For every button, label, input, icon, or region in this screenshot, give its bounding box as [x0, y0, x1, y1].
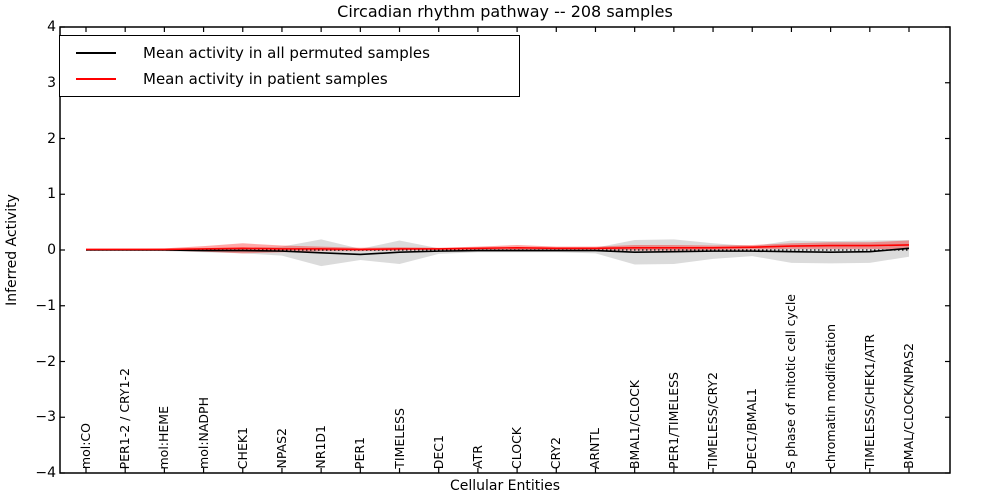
y-tick-label: 0 [47, 242, 56, 258]
y-tick-label: −4 [35, 465, 56, 481]
permuted-mean-line [86, 247, 910, 256]
x-tick-label: NR1D1 [313, 425, 329, 469]
x-tick-label: S phase of mitotic cell cycle [783, 294, 799, 469]
x-tick-label: DEC1/BMAL1 [744, 387, 760, 469]
x-tick-label: ATR [469, 445, 485, 469]
patient-mean-line [86, 244, 910, 251]
x-tick-label: BMAL1/CLOCK [626, 379, 642, 469]
legend-entry-label: Mean activity in all permuted samples [143, 44, 430, 62]
x-tick-label: chromatin modification [822, 324, 838, 469]
permuted-legend-line-sample [76, 52, 116, 54]
x-tick-label: TIMELESS/CRY2 [705, 371, 721, 469]
legend: Mean activity in all permuted samples Mea… [59, 35, 520, 97]
x-tick-label: PER1-2 / CRY1-2 [117, 367, 133, 469]
y-tick-label: 2 [47, 130, 56, 147]
x-tick-label: PER1/TIMELESS [665, 371, 681, 469]
x-tick-label: CLOCK [509, 426, 525, 469]
y-tick-label: 4 [47, 19, 56, 35]
x-tick-label: ARNTL [587, 427, 603, 469]
y-tick-label: 3 [47, 74, 56, 91]
x-tick-label: CRY2 [548, 436, 564, 469]
legend-entry-patient: Mean activity in patient samples [60, 70, 519, 88]
x-tick-label: CHEK1 [234, 426, 250, 469]
y-tick-label: −3 [35, 409, 56, 426]
y-tick-label: −1 [35, 297, 56, 314]
x-tick-label: mol:HEME [156, 405, 172, 470]
x-tick-label: TIMELESS [391, 408, 407, 469]
x-tick-label: NPAS2 [273, 428, 289, 469]
x-tick-label: BMAL/CLOCK/NPAS2 [901, 343, 916, 469]
x-tick-label: PER1 [352, 436, 368, 469]
x-tick-label: mol:NADPH [195, 397, 211, 469]
patient-band [86, 240, 909, 254]
x-tick-label: mol:CO [78, 422, 93, 469]
x-tick-label: DEC1 [430, 434, 446, 469]
chart-title: Circadian rhythm pathway -- 208 samples [337, 2, 673, 21]
y-tick-label: −2 [35, 353, 56, 370]
y-tick-label: 1 [47, 186, 56, 203]
legend-entry-permuted: Mean activity in all permuted samples [60, 44, 519, 62]
x-tick-label: TIMELESS/CHEK1/ATR [861, 333, 877, 469]
permuted-band [86, 239, 909, 267]
x-axis-label: Cellular Entities [449, 478, 561, 494]
legend-entry-label: Mean activity in patient samples [143, 70, 388, 88]
patient-legend-line-sample [76, 78, 116, 80]
